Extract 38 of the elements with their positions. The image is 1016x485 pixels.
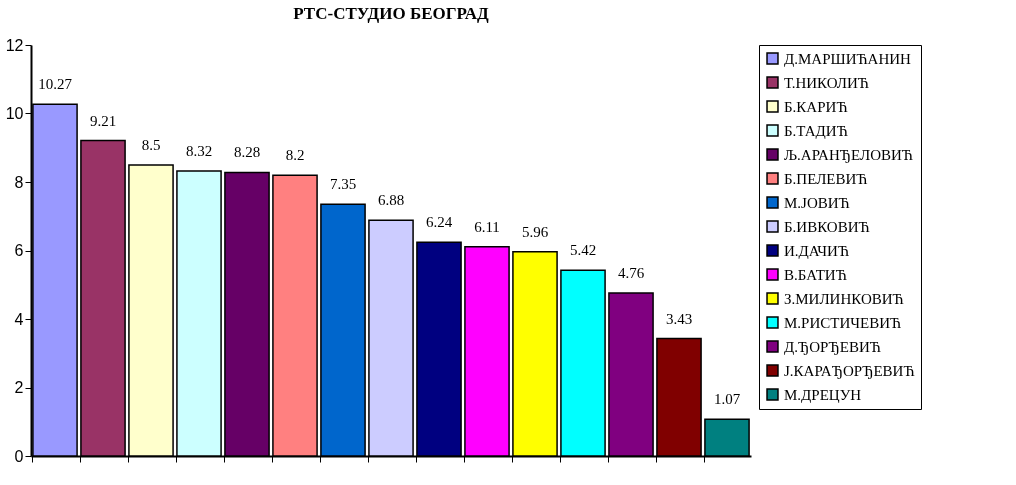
y-tick-label: 12 (5, 36, 24, 54)
legend-label: И.ДАЧИЋ (784, 242, 850, 259)
data-label: 8.32 (185, 143, 213, 160)
legend-label: Б.КАРИЋ (784, 98, 848, 115)
data-label: 8.2 (285, 147, 305, 164)
data-label: 10.27 (38, 76, 73, 93)
legend-label: З.МИЛИНКОВИЋ (784, 290, 904, 307)
data-label: 8.28 (233, 144, 261, 161)
data-label: 5.96 (521, 223, 549, 240)
data-label: 6.88 (377, 192, 405, 209)
data-label: 8.5 (141, 136, 161, 153)
legend-label: Т.НИКОЛИЋ (784, 74, 869, 91)
legend-label: Љ.АРАНЂЕЛОВИЋ (784, 146, 913, 163)
data-label: 6.11 (474, 218, 500, 235)
chart-title: РТС-СТУДИО БЕОГРАД (293, 4, 490, 23)
y-tick-label: 10 (5, 105, 24, 122)
y-tick-label: 2 (14, 379, 24, 396)
legend-label: Б.ПЕЛЕВИЋ (784, 170, 868, 187)
data-label: 9.21 (89, 112, 117, 129)
data-label: 4.76 (617, 264, 645, 281)
data-label: 5.42 (569, 242, 597, 259)
data-label: 3.43 (665, 310, 693, 327)
legend-label: Ј.КАРАЂОРЂЕВИЋ (784, 362, 915, 379)
y-tick-label: 0 (14, 447, 24, 465)
data-label: 6.24 (425, 214, 453, 231)
legend-label: М.ДРЕЦУН (784, 386, 862, 403)
legend-label: Д.ЂОРЂЕВИЋ (784, 338, 881, 355)
data-label: 7.35 (329, 176, 357, 193)
y-tick-label: 4 (14, 310, 24, 328)
legend-label: Б.ТАДИЋ (784, 122, 848, 139)
legend-label: В.БАТИЋ (784, 266, 847, 283)
data-label: 1.07 (713, 391, 741, 408)
legend-label: М.РИСТИЧЕВИЋ (784, 314, 902, 331)
y-tick-label: 6 (14, 242, 24, 259)
legend-label: Д.МАРШИЋАНИН (784, 50, 912, 67)
legend-label: Б.ИВКОВИЋ (784, 218, 870, 235)
y-tick-label: 8 (14, 173, 24, 191)
legend-label: М.ЈОВИЋ (784, 194, 850, 211)
